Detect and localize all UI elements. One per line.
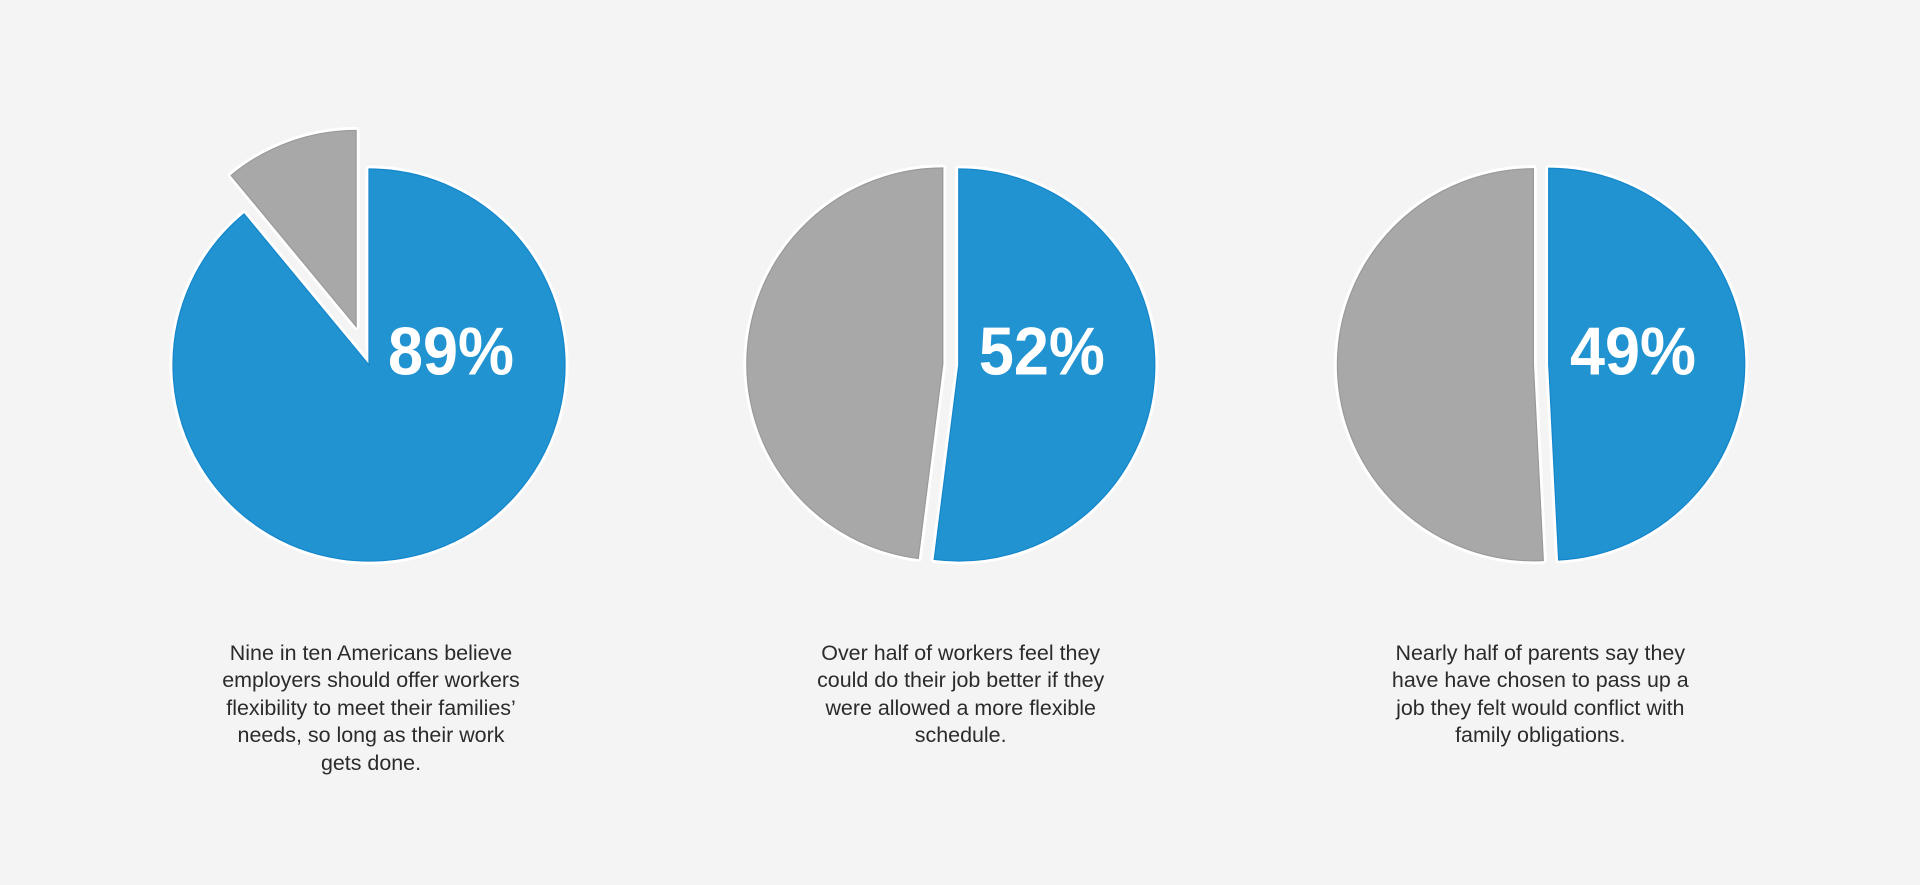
svg-text:89%: 89% — [388, 314, 514, 390]
svg-text:52%: 52% — [979, 314, 1105, 390]
svg-text:49%: 49% — [1570, 314, 1696, 390]
